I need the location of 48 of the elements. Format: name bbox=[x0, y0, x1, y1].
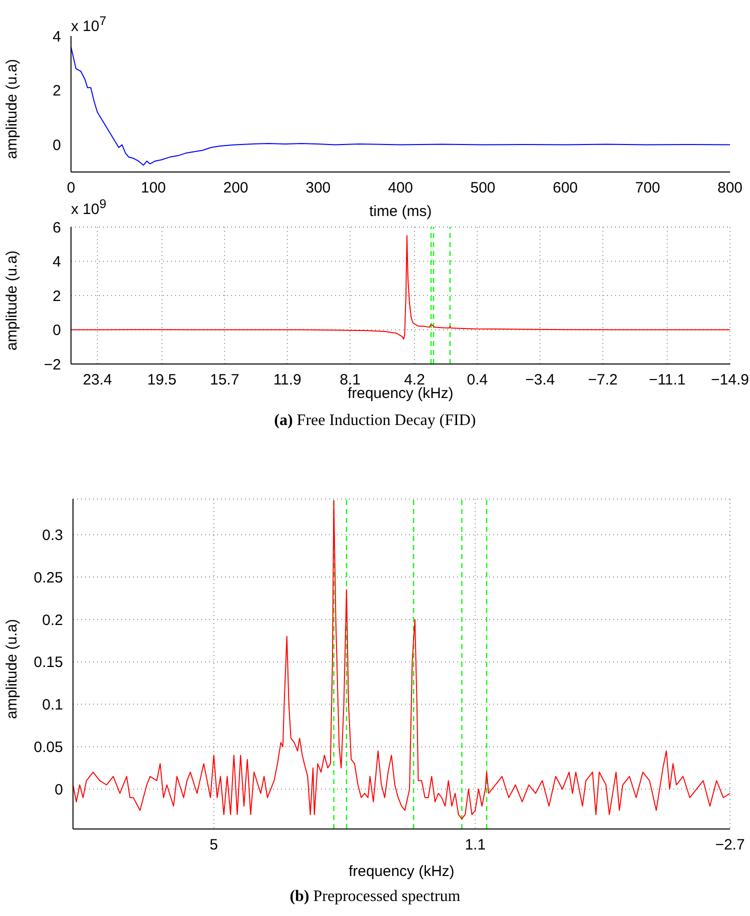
x-tick-label: 15.7 bbox=[210, 372, 240, 389]
x-tick-label: 23.4 bbox=[82, 372, 112, 389]
x-tick-label: 300 bbox=[306, 180, 331, 197]
x-tick-label: 11.9 bbox=[273, 372, 302, 389]
x-tick-label: 19.5 bbox=[147, 372, 176, 389]
text: (b) Preprocessed spectrum bbox=[288, 888, 462, 906]
y-tick-label: 4 bbox=[52, 254, 61, 271]
x-axis-title: frequency (kHz) bbox=[348, 385, 454, 402]
y-axis-title: amplitude (u.a) bbox=[3, 618, 20, 719]
x-tick-label: 800 bbox=[717, 180, 743, 197]
x-tick-label: 200 bbox=[223, 180, 248, 197]
y-tick-label: 0.2 bbox=[42, 612, 63, 629]
x-tick-label: −7.2 bbox=[588, 372, 618, 389]
y-tick-label: 0 bbox=[52, 322, 61, 340]
x-axis-title: time (ms) bbox=[369, 203, 432, 220]
y-tick-label: −2 bbox=[44, 356, 61, 374]
y-tick-label: 2 bbox=[52, 82, 61, 100]
text: (a) Free Induction Decay (FID) bbox=[273, 412, 477, 430]
y-axis-title: amplitude (u.a) bbox=[3, 58, 20, 159]
x-axis-title: frequency (kHz) bbox=[348, 863, 454, 880]
x-tick-label: 0 bbox=[66, 180, 76, 197]
x-tick-label: −3.4 bbox=[525, 372, 555, 389]
x-tick-label: 100 bbox=[140, 180, 166, 197]
x-tick-label: 400 bbox=[388, 180, 414, 197]
x-tick-label: −11.1 bbox=[648, 372, 686, 389]
text: x 10$^{9}$ bbox=[71, 197, 106, 218]
y-tick-label: 0.3 bbox=[42, 526, 63, 544]
y-tick-label: 0 bbox=[54, 781, 63, 798]
y-tick-label: 0.15 bbox=[34, 654, 63, 672]
y-tick-label: 0.25 bbox=[34, 569, 63, 586]
x-tick-label: 0.4 bbox=[466, 372, 488, 389]
x-tick-label: 500 bbox=[470, 180, 496, 197]
y-tick-label: 4 bbox=[52, 28, 61, 46]
x-tick-label: 1.1 bbox=[464, 836, 486, 854]
line-series bbox=[71, 235, 730, 340]
y-tick-label: 6 bbox=[52, 219, 61, 236]
x-tick-label: 700 bbox=[635, 180, 660, 197]
text: x 10$^{7}$ bbox=[71, 14, 106, 35]
y-tick-label: 0.05 bbox=[34, 739, 63, 756]
y-axis-title: amplitude (u.a) bbox=[3, 250, 20, 350]
x-tick-label: −14.9 bbox=[711, 372, 749, 389]
x-tick-label: 600 bbox=[552, 180, 578, 197]
x-tick-label: 5 bbox=[210, 836, 218, 854]
line-series bbox=[71, 46, 730, 166]
y-tick-label: 2 bbox=[52, 288, 61, 305]
y-tick-label: 0 bbox=[52, 137, 61, 154]
y-tick-label: 0.1 bbox=[42, 696, 63, 714]
x-tick-label: −2.7 bbox=[715, 836, 745, 854]
